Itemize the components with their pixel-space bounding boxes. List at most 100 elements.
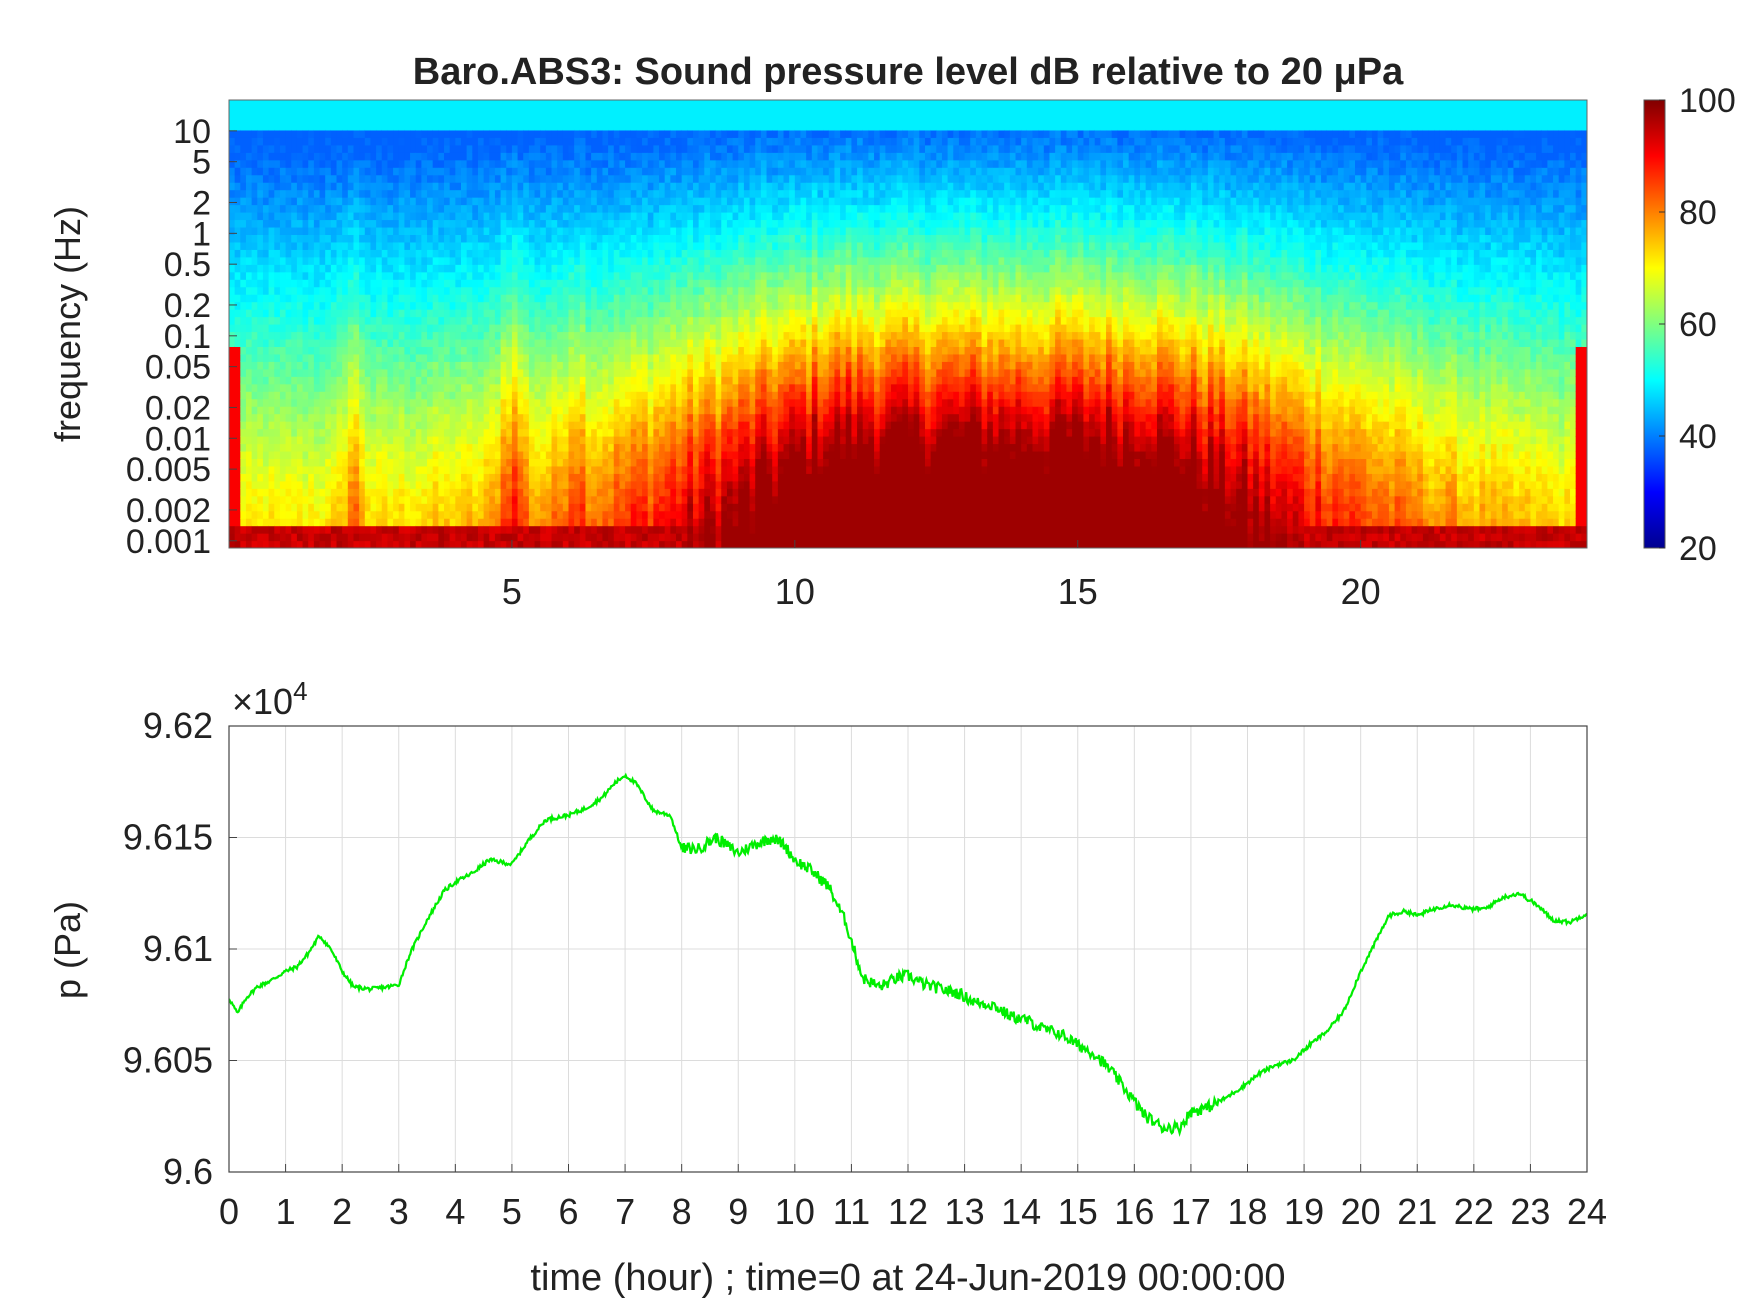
spectrogram-cell <box>613 338 621 347</box>
spectrogram-cell <box>574 525 581 534</box>
spectrogram-cell <box>579 368 587 377</box>
spectrogram-cell <box>687 174 694 183</box>
spectrogram-cell <box>692 376 700 385</box>
spectrogram-cell <box>579 376 587 385</box>
spectrogram-cell <box>574 294 581 303</box>
spectrogram-cell <box>427 488 434 497</box>
spectrogram-cell <box>296 137 304 146</box>
spectrogram-cell <box>613 264 621 273</box>
spectrogram-cell <box>302 376 309 385</box>
spectrogram-cell <box>279 428 287 437</box>
spectrogram-cell <box>681 286 688 295</box>
spectrogram-cell <box>398 436 406 445</box>
spectrogram-cell <box>449 376 456 385</box>
spectrogram-cell <box>268 234 275 243</box>
spectrogram-cell <box>472 413 479 422</box>
spectrogram-cell <box>455 406 462 415</box>
spectrogram-cell <box>568 480 575 489</box>
spectrogram-cell <box>613 421 621 430</box>
spectrogram-cell <box>455 249 462 258</box>
spectrogram-cell <box>376 249 383 258</box>
spectrogram-cell <box>370 234 377 243</box>
spectrogram-cell <box>568 353 575 362</box>
spectrogram-cell <box>359 525 366 534</box>
spectrogram-cell <box>330 279 338 288</box>
spectrogram-cell <box>302 182 309 191</box>
spectrogram-cell <box>279 174 287 183</box>
spectrogram-cell <box>302 301 309 310</box>
spectrogram-cell <box>325 436 332 445</box>
spectrogram-cell <box>506 540 513 548</box>
spectrogram-cell <box>308 137 315 146</box>
spectrogram-cell <box>404 510 411 519</box>
spectrogram-cell <box>381 391 389 400</box>
spectrogram-cell <box>376 518 383 527</box>
spectrogram-cell <box>608 241 615 250</box>
spectrogram-panel: Baro.ABS3: Sound pressure level dB relat… <box>47 51 1588 612</box>
spectrogram-cell <box>653 533 660 542</box>
spectrogram-cell <box>460 197 468 206</box>
spectrogram-cell <box>251 107 258 116</box>
spectrogram-cell <box>279 294 287 303</box>
spectrogram-cell <box>698 450 705 459</box>
spectrogram-cell <box>257 114 264 123</box>
spectrogram-cell <box>517 279 524 288</box>
spectrogram-cell <box>421 436 428 445</box>
spectrogram-cell <box>410 279 417 288</box>
spectrogram-cell <box>664 271 671 280</box>
spectrogram-cell <box>308 144 315 153</box>
spectrogram-cell <box>511 540 519 548</box>
spectrogram-cell <box>568 413 575 422</box>
spectrogram-cell <box>291 346 298 355</box>
spectrogram-cell <box>466 294 473 303</box>
spectrogram-cell <box>359 316 366 325</box>
spectrogram-cell <box>376 107 383 116</box>
spectrogram-cell <box>415 249 422 258</box>
spectrogram-cell <box>302 144 309 153</box>
spectrogram-cell <box>381 473 389 482</box>
spectrogram-cell <box>460 100 468 109</box>
spectrogram-cell <box>681 249 688 258</box>
spectrogram-cell <box>630 264 637 273</box>
spectrogram-cell <box>630 226 637 235</box>
spectrogram-cell <box>630 510 637 519</box>
spectrogram-cell <box>653 309 660 318</box>
spectrogram-cell <box>245 473 253 482</box>
spectrogram-cell <box>444 182 451 191</box>
spectrogram-cell <box>444 361 451 370</box>
spectrogram-cell <box>432 398 439 407</box>
spectrogram-cell <box>364 129 372 138</box>
spectrogram-cell <box>489 226 496 235</box>
spectrogram-cell <box>262 256 270 265</box>
spectrogram-cell <box>528 525 536 534</box>
spectrogram-cell <box>687 458 694 467</box>
spectrogram-cell <box>630 114 637 123</box>
spectrogram-cell <box>387 107 394 116</box>
spectrogram-cell <box>347 286 355 295</box>
spectrogram-cell <box>562 114 570 123</box>
spectrogram-cell <box>545 458 553 467</box>
spectrogram-cell <box>540 122 547 131</box>
spectrogram-cell <box>540 279 547 288</box>
spectrogram-cell <box>534 241 541 250</box>
spectrogram-cell <box>381 212 389 221</box>
spectrogram-cell <box>229 316 236 325</box>
spectrogram-cell <box>653 450 660 459</box>
spectrogram-cell <box>630 167 637 176</box>
spectrogram-cell <box>642 226 649 235</box>
spectrogram-cell <box>596 114 604 123</box>
spectrogram-cell <box>302 443 309 452</box>
spectrogram-cell <box>585 503 592 512</box>
spectrogram-cell <box>540 197 547 206</box>
spectrogram-cell <box>353 264 360 273</box>
spectrogram-cell <box>664 249 671 258</box>
spectrogram-cell <box>325 294 332 303</box>
spectrogram-cell <box>602 316 609 325</box>
spectrogram-cell <box>574 159 581 168</box>
spectrogram-cell <box>653 465 660 474</box>
spectrogram-cell <box>336 525 343 534</box>
spectrogram-cell <box>421 324 428 333</box>
spectrogram-cell <box>551 450 558 459</box>
spectrogram-cell <box>449 212 456 221</box>
spectrogram-cell <box>574 413 581 422</box>
